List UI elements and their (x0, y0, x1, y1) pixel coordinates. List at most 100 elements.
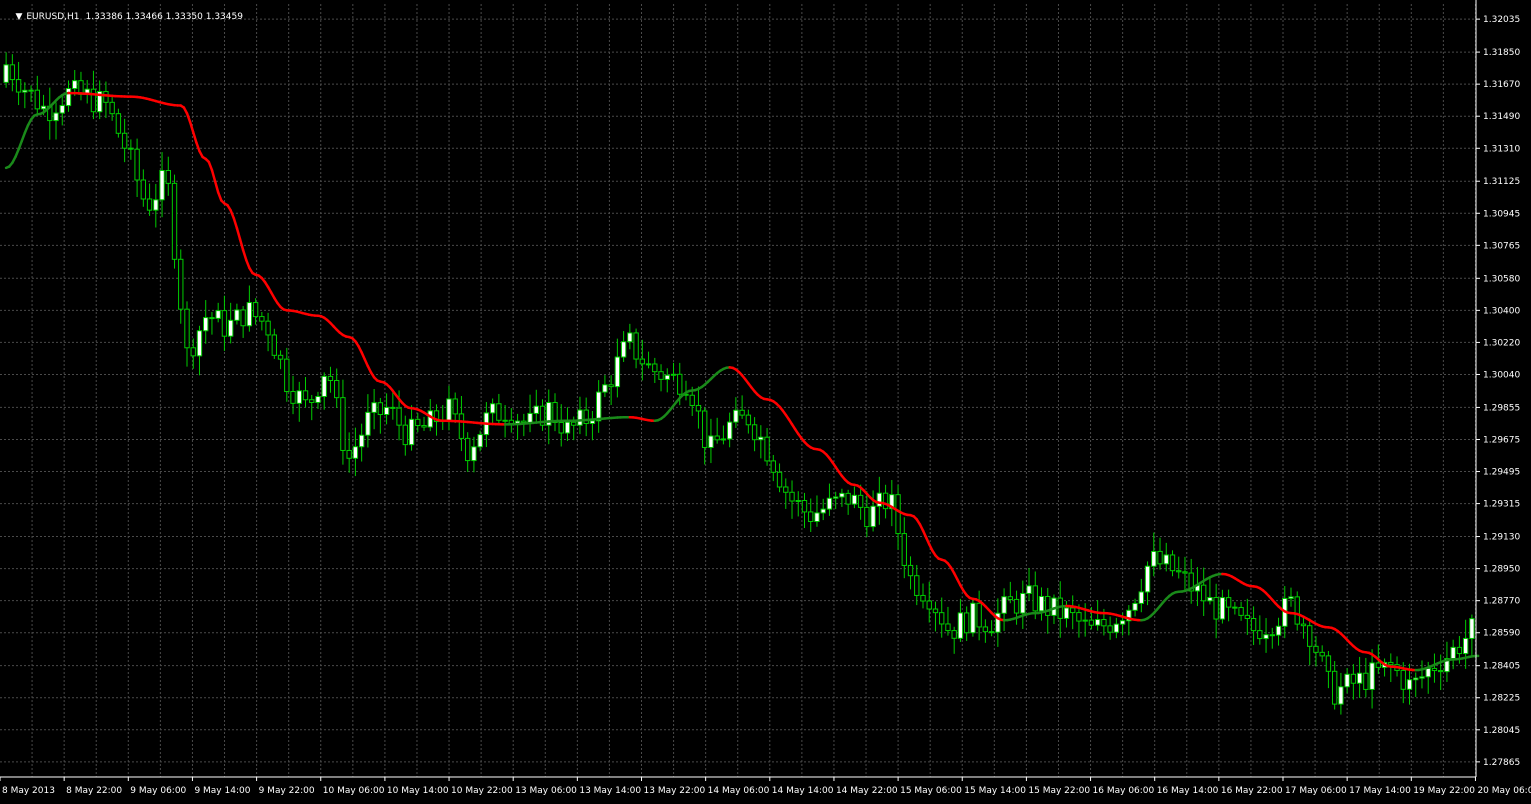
candle-body (1407, 680, 1411, 690)
candle-body (1326, 656, 1330, 671)
candle-body (297, 391, 301, 404)
candle-body (166, 171, 170, 184)
y-tick-label: 1.30580 (1483, 274, 1520, 284)
candle-body (1351, 674, 1355, 683)
candle-body (821, 509, 825, 513)
candle-body (272, 335, 276, 355)
candle-body (1089, 620, 1093, 625)
y-tick-label: 1.31850 (1483, 48, 1520, 58)
y-tick-label: 1.28405 (1483, 662, 1520, 672)
candle-body (609, 385, 613, 387)
y-tick-label: 1.28770 (1483, 597, 1520, 607)
x-tick-label: 13 May 14:00 (579, 786, 641, 796)
candle-body (316, 397, 320, 403)
candle-body (615, 357, 619, 387)
candle-body (584, 410, 588, 423)
candle-body (1457, 647, 1461, 653)
candle-body (397, 408, 401, 425)
candle-body (1320, 652, 1324, 656)
candle-body (179, 259, 183, 309)
candle-body (771, 461, 775, 472)
candle-body (578, 410, 582, 425)
x-tick-label: 10 May 14:00 (387, 786, 449, 796)
candle-body (640, 359, 644, 364)
x-tick-label: 15 May 22:00 (1028, 786, 1090, 796)
candle-body (465, 438, 469, 460)
dropdown-arrow-icon[interactable]: ▼ (15, 12, 22, 22)
candle-body (528, 413, 532, 422)
candle-body (628, 333, 632, 342)
candle-body (453, 399, 457, 414)
candle-body (310, 400, 314, 403)
candle-body (247, 303, 251, 326)
candle-body (135, 149, 139, 180)
y-tick-label: 1.29675 (1483, 435, 1520, 445)
candle-body (596, 392, 600, 421)
candle-body (908, 565, 912, 575)
candle-body (952, 631, 956, 639)
ma-segment (246, 260, 249, 268)
candle-body (1258, 631, 1262, 639)
candle-body (191, 348, 195, 356)
candle-body (210, 318, 214, 319)
candle-body (1251, 619, 1255, 631)
y-tick-label: 1.31125 (1483, 177, 1520, 187)
candle-body (110, 102, 114, 113)
candle-body (671, 374, 675, 375)
grid (0, 4, 1476, 777)
candle-body (1439, 671, 1443, 672)
x-tick-label: 14 May 06:00 (708, 786, 770, 796)
candle-body (1158, 551, 1162, 563)
candle-body (715, 436, 719, 440)
candle-body (1314, 646, 1318, 652)
ma-segment (190, 122, 193, 132)
candle-body (1220, 598, 1224, 619)
y-tick-label: 1.30220 (1483, 338, 1520, 348)
candle-body (1152, 551, 1156, 566)
candle-body (1139, 592, 1143, 603)
x-tick-label: 15 May 06:00 (900, 786, 962, 796)
candle-body (1270, 635, 1274, 636)
candle-body (291, 392, 295, 404)
x-tick-label: 9 May 06:00 (130, 786, 186, 796)
candle-body (977, 603, 981, 627)
candle-body (1432, 668, 1436, 670)
candle-body (4, 65, 8, 83)
candle-body (1170, 555, 1174, 571)
candle-body (1002, 597, 1006, 614)
x-tick-label: 16 May 22:00 (1221, 786, 1283, 796)
candle-body (16, 80, 20, 92)
candle-body (940, 613, 944, 624)
candle-body (603, 385, 607, 392)
candle-body (1226, 598, 1230, 608)
candle-body (416, 419, 420, 425)
candle-body (353, 447, 357, 459)
candle-body (971, 603, 975, 632)
candle-body (91, 89, 95, 112)
candle-body (1177, 571, 1181, 572)
y-tick-label: 1.28045 (1483, 726, 1520, 736)
candle-body (472, 447, 476, 461)
candle-body (172, 183, 176, 259)
x-tick-label: 8 May 2013 (2, 786, 55, 796)
candle-body (790, 492, 794, 501)
y-tick-label: 1.29855 (1483, 403, 1520, 413)
candle-body (241, 310, 245, 326)
candle-body (1014, 599, 1018, 613)
x-tick-label: 20 May 06:00 (1477, 786, 1531, 796)
candle-body (366, 412, 370, 435)
candle-body (1364, 673, 1368, 689)
candle-body (983, 627, 987, 632)
ma-segment (196, 142, 199, 151)
candle-body (777, 472, 781, 487)
ma-segment (215, 181, 218, 192)
candle-body (590, 421, 594, 424)
candle-body (858, 495, 862, 507)
candle-body (235, 310, 239, 320)
candle-body (1233, 607, 1237, 608)
candle-body (1301, 624, 1305, 626)
candle-body (216, 311, 220, 319)
candle-body (478, 435, 482, 447)
candle-body (740, 410, 744, 415)
